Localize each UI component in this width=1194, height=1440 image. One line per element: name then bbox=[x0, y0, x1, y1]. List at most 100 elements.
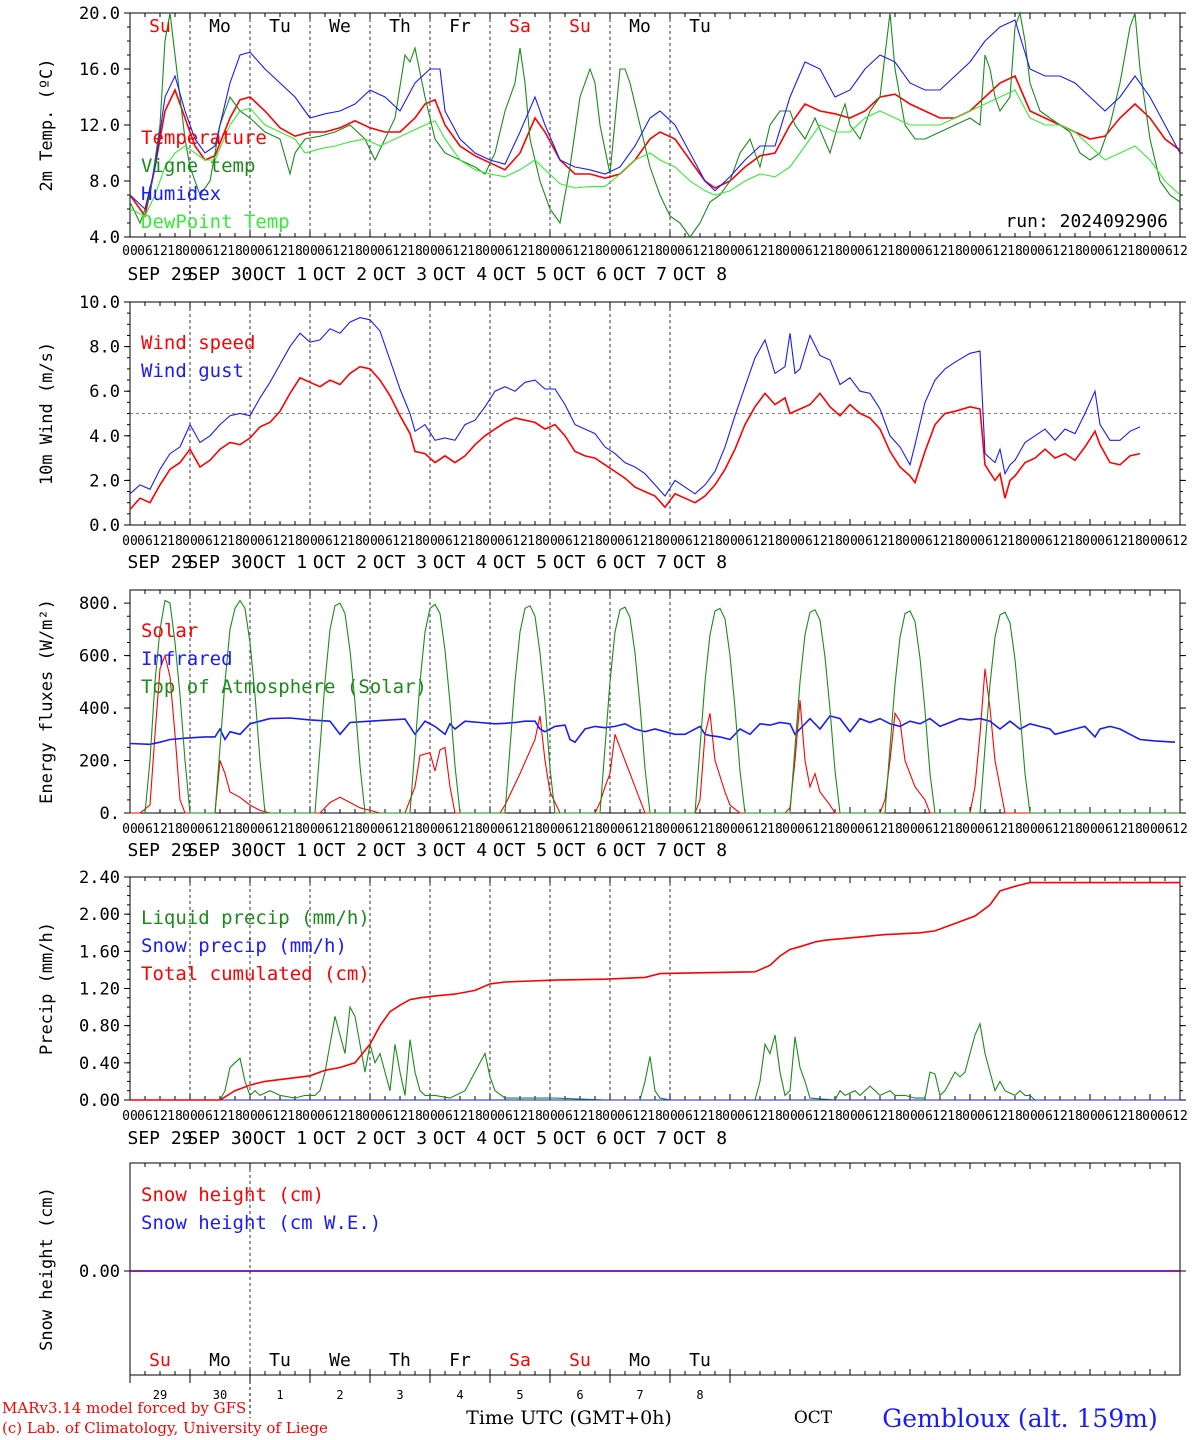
x-hour-label: 00 bbox=[842, 1109, 858, 1124]
x-hour-label: 06 bbox=[137, 244, 153, 259]
date-label: OCT 4 bbox=[433, 840, 487, 861]
x-hour-label: 12 bbox=[272, 244, 288, 259]
x-hour-label: 12 bbox=[452, 1109, 468, 1124]
x-hour-label: 12 bbox=[152, 244, 168, 259]
x-hour-label: 12 bbox=[1112, 1109, 1128, 1124]
legend-entry: Wind speed bbox=[141, 332, 255, 354]
x-hour-label: 00 bbox=[1082, 1109, 1098, 1124]
date-label: SEP 30 bbox=[187, 552, 252, 573]
date-label: OCT 8 bbox=[673, 264, 727, 285]
y-tick-label: 4.0 bbox=[89, 427, 120, 447]
x-hour-label: 18 bbox=[767, 1109, 783, 1124]
x-hour-label: 06 bbox=[377, 1109, 393, 1124]
x-hour-label: 06 bbox=[617, 244, 633, 259]
x-hour-label: 06 bbox=[977, 534, 993, 549]
x-hour-label: 00 bbox=[422, 244, 438, 259]
weekday-label-bottom: Fr bbox=[449, 1350, 471, 1371]
x-hour-label: 06 bbox=[617, 534, 633, 549]
time-axis-label: Time UTC (GMT+0h) bbox=[466, 1407, 672, 1429]
x-hour-label: 18 bbox=[647, 1109, 663, 1124]
x-hour-label: 00 bbox=[1022, 1109, 1038, 1124]
panel-5: 0.00 Snow height (cm) Snow height (cm) Snow… bbox=[37, 1162, 1186, 1376]
y-tick-label: 8.0 bbox=[89, 172, 120, 192]
legend-entry: Wind gust bbox=[141, 360, 244, 382]
x-hour-label: 18 bbox=[767, 534, 783, 549]
x-hour-label: 18 bbox=[587, 822, 603, 837]
date-label: OCT 5 bbox=[493, 552, 547, 573]
x-hour-label: 18 bbox=[947, 244, 963, 259]
x-hour-label: 06 bbox=[497, 244, 513, 259]
date-label: SEP 29 bbox=[127, 840, 192, 861]
x-hour-label: 06 bbox=[617, 1109, 633, 1124]
x-hour-label: 12 bbox=[212, 1109, 228, 1124]
station-label: Gembloux (alt. 159m) bbox=[882, 1404, 1157, 1433]
date-label: OCT 8 bbox=[673, 840, 727, 861]
y-axis-title: 2m Temp. (ºC) bbox=[37, 58, 57, 191]
x-hour-label: 00 bbox=[242, 822, 258, 837]
x-hour-label: 00 bbox=[662, 822, 678, 837]
x-hour-label: 12 bbox=[152, 1109, 168, 1124]
x-hour-label: 18 bbox=[1067, 244, 1083, 259]
y-tick-label: 4.0 bbox=[89, 228, 120, 248]
x-hour-label: 00 bbox=[362, 822, 378, 837]
x-hour-label: 18 bbox=[707, 1109, 723, 1124]
weekday-label-bottom: Th bbox=[389, 1350, 411, 1371]
x-hour-label: 06 bbox=[317, 1109, 333, 1124]
y-tick-label: 800. bbox=[79, 594, 120, 614]
x-hour-label: 06 bbox=[557, 244, 573, 259]
x-hour-label: 00 bbox=[122, 1109, 138, 1124]
legend-entry: Humidex bbox=[141, 183, 221, 205]
x-hour-label: 00 bbox=[182, 1109, 198, 1124]
weekday-label-bottom: Tu bbox=[269, 1350, 291, 1371]
x-hour-label: 00 bbox=[962, 244, 978, 259]
x-hour-label: 06 bbox=[917, 1109, 933, 1124]
x-hour-label: 12 bbox=[812, 822, 828, 837]
x-hour-label: 06 bbox=[497, 534, 513, 549]
x-hour-label: 06 bbox=[737, 1109, 753, 1124]
x-hour-label: 12 bbox=[332, 244, 348, 259]
x-hour-label: 00 bbox=[782, 534, 798, 549]
x-hour-label: 00 bbox=[242, 244, 258, 259]
x-hour-label: 00 bbox=[482, 534, 498, 549]
date-label: OCT 3 bbox=[373, 840, 427, 861]
x-hour-label: 12 bbox=[212, 244, 228, 259]
legend-entry: Total cumulated (cm) bbox=[141, 963, 370, 985]
x-hour-label: 18 bbox=[647, 244, 663, 259]
x-hour-label: 06 bbox=[1097, 244, 1113, 259]
x-hour-label: 18 bbox=[707, 244, 723, 259]
series-line bbox=[129, 365, 1141, 510]
x-hour-label: 06 bbox=[377, 244, 393, 259]
x-hour-label: 06 bbox=[617, 822, 633, 837]
x-hour-label: 06 bbox=[677, 822, 693, 837]
x-hour-label: 18 bbox=[347, 244, 363, 259]
day-number: 8 bbox=[696, 1388, 703, 1402]
y-tick-label: 16.0 bbox=[79, 60, 120, 80]
date-label: OCT 1 bbox=[253, 1128, 307, 1149]
x-hour-label: 06 bbox=[797, 1109, 813, 1124]
panel-1: 4.08.012.016.020.02m Temp. (ºC)00 06 12 18 0… bbox=[37, 4, 1188, 285]
date-label: OCT 3 bbox=[373, 264, 427, 285]
date-label: SEP 30 bbox=[187, 264, 252, 285]
x-hour-label: 06 bbox=[557, 822, 573, 837]
weekday-label: Su bbox=[149, 16, 171, 37]
x-hour-label: 18 bbox=[1007, 244, 1023, 259]
x-hour-label: 18 bbox=[887, 822, 903, 837]
date-label: OCT 6 bbox=[553, 552, 607, 573]
y-tick-label: 0.80 bbox=[79, 1017, 120, 1037]
x-hour-label: 00 bbox=[482, 244, 498, 259]
weekday-label-bottom: Tu bbox=[689, 1350, 711, 1371]
date-label: OCT 7 bbox=[613, 552, 667, 573]
x-hour-label: 06 bbox=[737, 244, 753, 259]
x-hour-label: 00 bbox=[242, 534, 258, 549]
weekday-label-bottom: Sa bbox=[509, 1350, 531, 1371]
date-label: OCT 1 bbox=[253, 840, 307, 861]
x-hour-label: 18 bbox=[467, 244, 483, 259]
x-hour-label: 18 bbox=[347, 822, 363, 837]
x-hour-label: 18 bbox=[647, 822, 663, 837]
weekday-label: Sa bbox=[509, 16, 531, 37]
x-hour-label: 06 bbox=[1037, 534, 1053, 549]
weekday-label: Tu bbox=[689, 16, 711, 37]
y-tick-label: 0.40 bbox=[79, 1054, 120, 1074]
day-number: 6 bbox=[576, 1388, 583, 1402]
